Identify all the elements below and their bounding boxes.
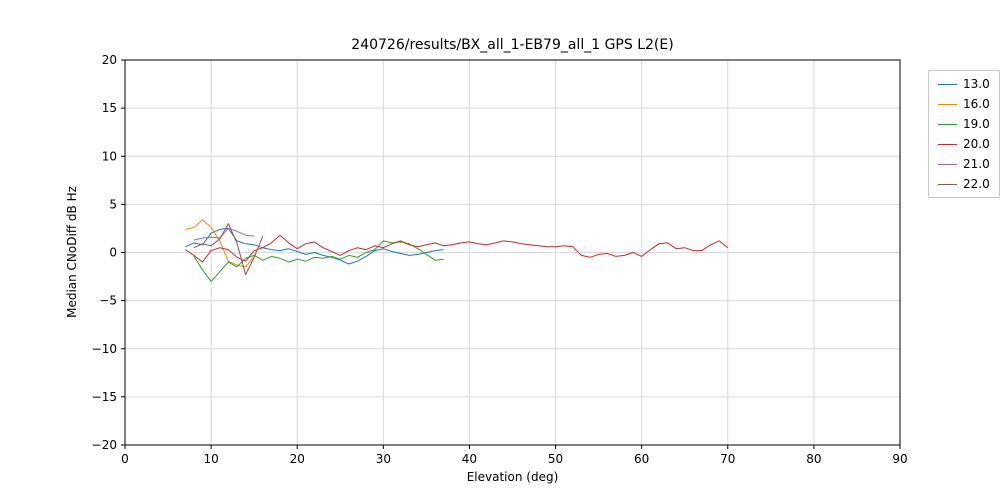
series-line-21.0 (193, 227, 255, 241)
y-tick-label: 15 (102, 101, 117, 115)
series-line-22.0 (193, 223, 264, 276)
series-line-16.0 (185, 219, 255, 268)
legend-item: 20.0 (938, 137, 990, 151)
legend-item: 22.0 (938, 177, 990, 191)
x-tick-label: 0 (121, 452, 129, 466)
legend-item: 13.0 (938, 77, 990, 91)
legend: 13.0 16.0 19.0 20.0 21.0 22.0 (928, 70, 1000, 198)
legend-line-swatch (938, 163, 957, 165)
x-tick-label: 40 (462, 452, 477, 466)
x-axis-label: Elevation (deg) (466, 470, 559, 484)
y-tick-label: 20 (102, 53, 117, 67)
legend-line-swatch (938, 183, 957, 185)
legend-line-swatch (938, 143, 957, 145)
x-tick-label: 70 (720, 452, 735, 466)
series-line-19.0 (193, 240, 444, 282)
legend-label: 21.0 (963, 157, 990, 171)
legend-line-swatch (938, 123, 957, 125)
legend-label: 20.0 (963, 137, 990, 151)
y-tick-label: −5 (99, 294, 117, 308)
y-tick-label: −15 (92, 390, 117, 404)
legend-item: 21.0 (938, 157, 990, 171)
y-tick-label: −20 (92, 438, 117, 452)
series-line-20.0 (185, 234, 729, 263)
chart-title: 240726/results/BX_all_1-EB79_all_1 GPS L… (351, 37, 674, 53)
x-tick-label: 20 (290, 452, 305, 466)
legend-item: 19.0 (938, 117, 990, 131)
y-tick-label: −10 (92, 342, 117, 356)
x-tick-label: 50 (548, 452, 563, 466)
x-tick-label: 30 (376, 452, 391, 466)
y-tick-label: 10 (102, 149, 117, 163)
x-tick-label: 90 (892, 452, 907, 466)
y-tick-label: 5 (109, 197, 117, 211)
legend-line-swatch (938, 103, 957, 105)
y-tick-label: 0 (109, 246, 117, 260)
legend-label: 19.0 (963, 117, 990, 131)
legend-label: 22.0 (963, 177, 990, 191)
legend-item: 16.0 (938, 97, 990, 111)
x-tick-label: 80 (806, 452, 821, 466)
legend-label: 13.0 (963, 77, 990, 91)
legend-label: 16.0 (963, 97, 990, 111)
x-tick-label: 10 (203, 452, 218, 466)
legend-line-swatch (938, 83, 957, 85)
x-tick-label: 60 (634, 452, 649, 466)
